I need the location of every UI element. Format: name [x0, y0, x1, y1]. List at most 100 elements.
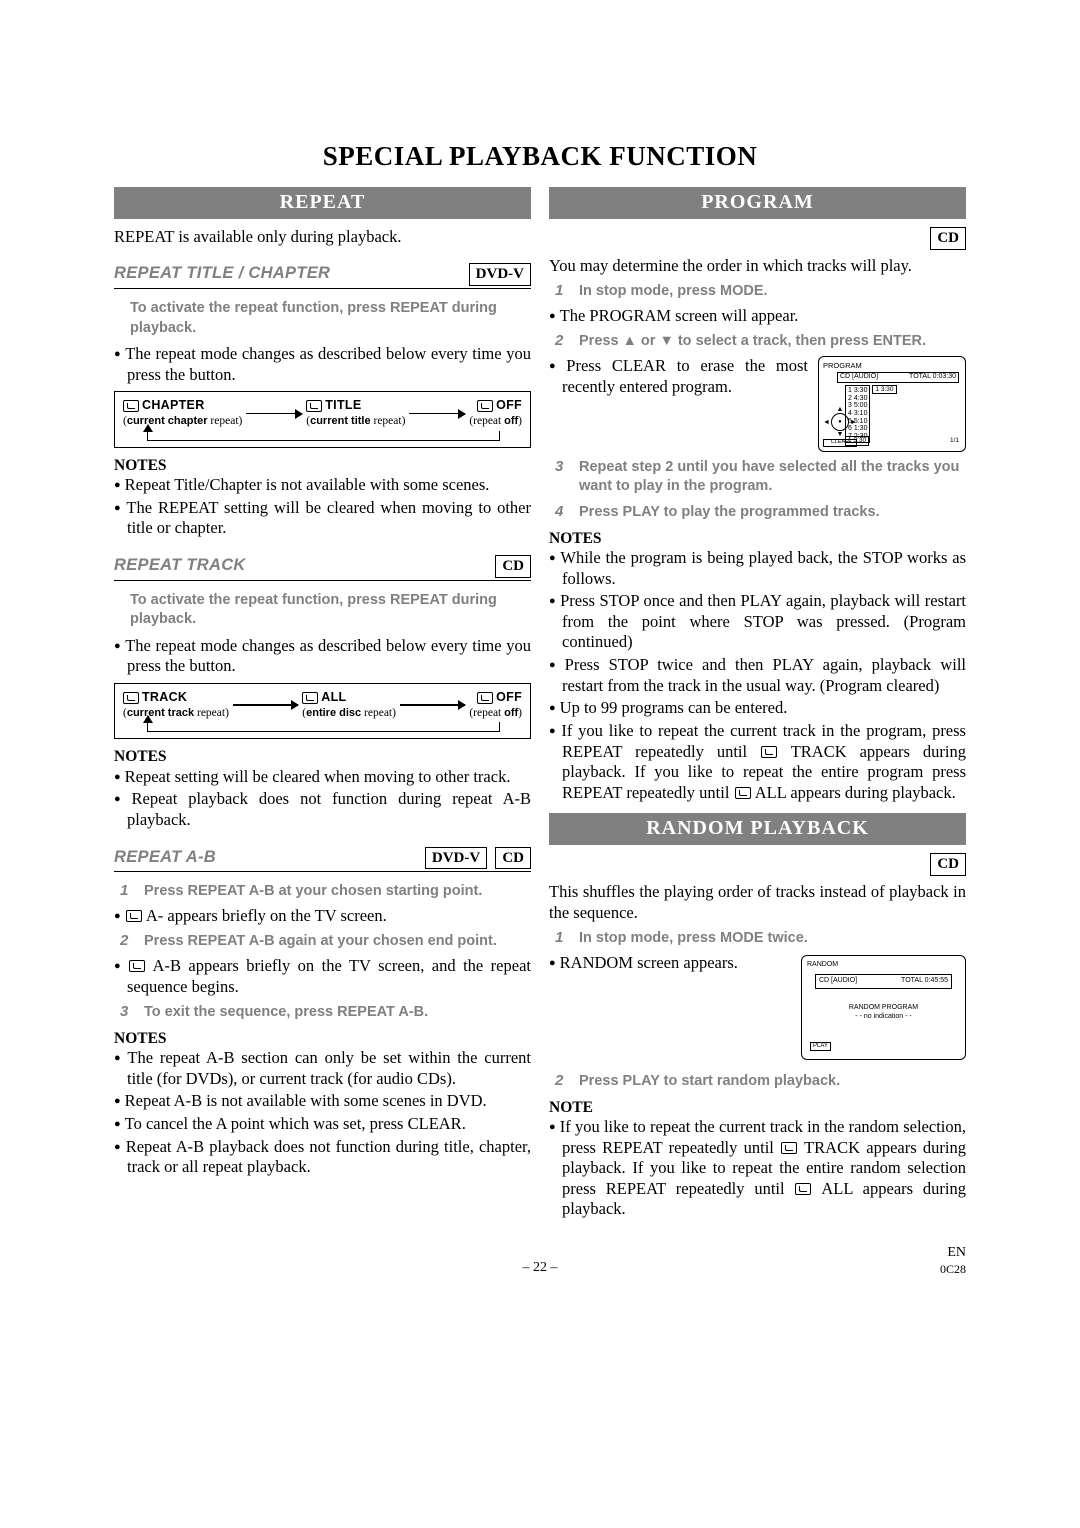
step-number: 2 — [555, 332, 569, 352]
note-heading: NOTE — [549, 1098, 966, 1117]
repeat-track-bullet: The repeat mode changes as described bel… — [114, 636, 531, 677]
dvdv-badge: DVD-V — [469, 263, 531, 286]
repeat-icon — [477, 400, 493, 412]
page-code: 0C28 — [682, 1262, 966, 1277]
notes-heading: NOTES — [114, 456, 531, 475]
program-after1: The PROGRAM screen will appear. — [549, 306, 966, 327]
cd-badge: CD — [930, 227, 966, 250]
repeat-icon — [123, 692, 139, 704]
repeat-icon — [302, 692, 318, 704]
step-text: To exit the sequence, press REPEAT A-B. — [144, 1003, 428, 1023]
note-item: While the program is being played back, … — [549, 548, 966, 589]
repeat-track-heading: REPEAT TRACK — [114, 555, 246, 576]
repeat-track-cycle: TRACK (current track repeat) ALL (entire… — [114, 683, 531, 739]
random-section-bar: RANDOM PLAYBACK — [549, 813, 966, 845]
cycle-return-arrow — [147, 431, 500, 441]
step-number: 2 — [120, 932, 134, 952]
osd-play-label: PLAY — [810, 1042, 831, 1052]
random-after1: RANDOM screen appears. — [549, 953, 791, 974]
note-item: Repeat setting will be cleared when movi… — [114, 767, 531, 788]
step-text: Repeat step 2 until you have selected al… — [579, 458, 966, 497]
down-arrow-icon: ▼ — [659, 333, 673, 349]
cycle-all: ALL — [321, 690, 346, 706]
repeat-ab-row: REPEAT A-B DVD-V CD — [114, 837, 531, 873]
cycle-title: TITLE — [325, 398, 361, 414]
repeat-title-chapter-heading: REPEAT TITLE / CHAPTER — [114, 263, 330, 284]
note-item: The REPEAT setting will be cleared when … — [114, 498, 531, 539]
cd-badge: CD — [495, 847, 531, 870]
step-text: Press PLAY to play the programmed tracks… — [579, 503, 880, 523]
repeat-track-row: REPEAT TRACK CD — [114, 545, 531, 581]
page-footer: – 22 – EN 0C28 — [114, 1244, 966, 1277]
step-text: Press REPEAT A-B again at your chosen en… — [144, 932, 497, 952]
arrow-icon — [233, 704, 298, 706]
note-item: Up to 99 programs can be entered. — [549, 698, 966, 719]
note-item: Press STOP once and then PLAY again, pla… — [549, 591, 966, 653]
repeat-tc-cycle: CHAPTER (current chapter repeat) TITLE (… — [114, 391, 531, 447]
page-lang: EN — [682, 1244, 966, 1262]
repeat-icon — [477, 692, 493, 704]
repeat-icon — [761, 746, 777, 758]
repeat-track-activate: To activate the repeat function, press R… — [130, 591, 531, 630]
repeat-ab-heading: REPEAT A-B — [114, 847, 216, 868]
note-item: The repeat A-B section can only be set w… — [114, 1048, 531, 1089]
ab-after1: A- appears briefly on the TV screen. — [114, 906, 531, 927]
cycle-off: OFF — [496, 398, 522, 414]
repeat-icon — [781, 1142, 797, 1154]
repeat-icon — [795, 1183, 811, 1195]
step-number: 3 — [120, 1003, 134, 1023]
left-column: REPEAT REPEAT is available only during p… — [114, 187, 531, 1226]
random-osd: RANDOM CD [AUDIO] TOTAL 0:45:55 RANDOM P… — [801, 955, 966, 1060]
cd-badge: CD — [495, 555, 531, 578]
program-after2: Press CLEAR to erase the most recently e… — [549, 356, 808, 397]
repeat-icon — [306, 400, 322, 412]
osd-total: TOTAL 0:45:55 — [901, 977, 948, 986]
program-intro: You may determine the order in which tra… — [549, 256, 966, 277]
page-number: – 22 – — [398, 1259, 682, 1277]
osd-disc: CD [AUDIO] — [819, 977, 857, 986]
arrow-icon — [246, 413, 302, 415]
dvdv-badge: DVD-V — [425, 847, 487, 870]
cycle-chapter: CHAPTER — [142, 398, 205, 414]
repeat-icon — [735, 787, 751, 799]
notes-heading: NOTES — [549, 529, 966, 548]
program-section-bar: PROGRAM — [549, 187, 966, 219]
osd-disc: CD [AUDIO] — [840, 373, 878, 382]
step-text: Press ▲ or ▼ to select a track, then pre… — [579, 332, 926, 352]
notes-heading: NOTES — [114, 1029, 531, 1048]
osd-sel: 1 3:30 — [845, 436, 869, 446]
osd-page: 1/1 — [950, 437, 959, 445]
note-item: Repeat playback does not function during… — [114, 789, 531, 830]
step-text: Press REPEAT A-B at your chosen starting… — [144, 882, 482, 902]
ab-after2: A-B appears briefly on the TV screen, an… — [114, 956, 531, 997]
step-number: 2 — [555, 1072, 569, 1092]
step-number: 3 — [555, 458, 569, 497]
up-arrow-icon: ▲ — [623, 333, 637, 349]
repeat-tc-bullet: The repeat mode changes as described bel… — [114, 344, 531, 385]
page-title: SPECIAL PLAYBACK FUNCTION — [114, 140, 966, 174]
osd-line: - - no indication - - — [807, 1012, 960, 1021]
step-number: 1 — [120, 882, 134, 902]
cycle-return-arrow — [147, 722, 500, 732]
note-item: Repeat Title/Chapter is not available wi… — [114, 475, 531, 496]
osd-title: PROGRAM — [823, 361, 961, 370]
repeat-icon — [129, 960, 145, 972]
random-intro: This shuffles the playing order of track… — [549, 882, 966, 923]
note-item: To cancel the A point which was set, pre… — [114, 1114, 531, 1135]
cycle-off: OFF — [496, 690, 522, 706]
repeat-title-chapter-row: REPEAT TITLE / CHAPTER DVD-V — [114, 253, 531, 289]
note-item: Repeat A-B playback does not function du… — [114, 1137, 531, 1178]
repeat-intro: REPEAT is available only during playback… — [114, 227, 531, 248]
note-item: Repeat A-B is not available with some sc… — [114, 1091, 531, 1112]
cd-badge: CD — [930, 853, 966, 876]
two-column-layout: REPEAT REPEAT is available only during p… — [114, 187, 966, 1226]
arrow-icon — [400, 704, 465, 706]
cycle-track: TRACK — [142, 690, 187, 706]
repeat-icon — [126, 910, 142, 922]
osd-program-col: 1 3:30 — [872, 385, 896, 443]
step-text: Press PLAY to start random playback. — [579, 1072, 840, 1092]
repeat-tc-activate: To activate the repeat function, press R… — [130, 299, 531, 338]
program-osd: PROGRAM CD [AUDIO] TOTAL 0:03:30 1 3:302… — [818, 356, 966, 452]
note-item: If you like to repeat the current track … — [549, 1117, 966, 1220]
step-text: In stop mode, press MODE twice. — [579, 929, 808, 949]
